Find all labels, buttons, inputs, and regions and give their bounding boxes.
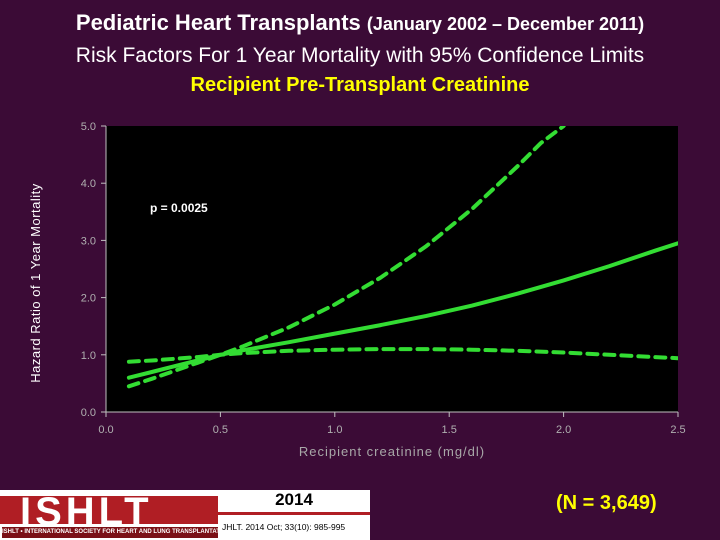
chart-variable-title: Recipient Pre-Transplant Creatinine [190,74,530,96]
chart-axes: 0.0 1.0 2.0 3.0 4.0 5.0 0.0 0.5 1.0 1.5 2.0 2.5 [81,121,686,436]
y-tick-label: 4.0 [81,178,96,190]
y-tick-label: 5.0 [81,121,96,133]
publication-box: 2014 JHLT. 2014 Oct; 33(10): 985-995 [218,490,370,540]
slide-title: Pediatric Heart Transplants (January 200… [0,10,720,36]
ishlt-logo: ISHLT ISHLT • INTERNATIONAL SOCIETY FOR … [0,490,218,540]
sample-size: (N = 3,649) [556,492,657,514]
slide-title-main: Pediatric Heart Transplants [75,10,361,35]
x-axis-label: Recipient creatinine (mg/dl) [299,444,485,459]
year-divider [218,512,370,515]
x-tick-label: 2.5 [670,424,685,436]
y-tick-label: 3.0 [81,235,96,247]
x-tick-label: 2.0 [556,424,571,436]
x-tick-label: 0.5 [213,424,228,436]
x-tick-label: 0.0 [98,424,113,436]
publication-year: 2014 [275,490,313,509]
citation: JHLT. 2014 Oct; 33(10): 985-995 [222,522,346,532]
confidence-limit-line [126,126,566,389]
x-tick-label: 1.0 [327,424,342,436]
y-tick-label: 1.0 [81,350,96,362]
chart-series [126,126,678,389]
confidence-limit-line [126,347,678,364]
y-tick-label: 0.0 [81,407,96,419]
slide-title-dates: (January 2002 – December 2011) [366,14,645,34]
slide-subtitle: Risk Factors For 1 Year Mortality with 9… [75,44,645,67]
logo-text: ISHLT [20,490,153,534]
logo-subtitle: ISHLT • INTERNATIONAL SOCIETY FOR HEART … [2,527,218,538]
y-axis-label: Hazard Ratio of 1 Year Mortality [28,183,43,383]
logo-band [0,496,218,524]
estimate-line [126,241,678,380]
x-tick-label: 1.5 [442,424,457,436]
y-tick-label: 2.0 [81,293,96,305]
p-value-annotation: p = 0.0025 [150,201,208,215]
